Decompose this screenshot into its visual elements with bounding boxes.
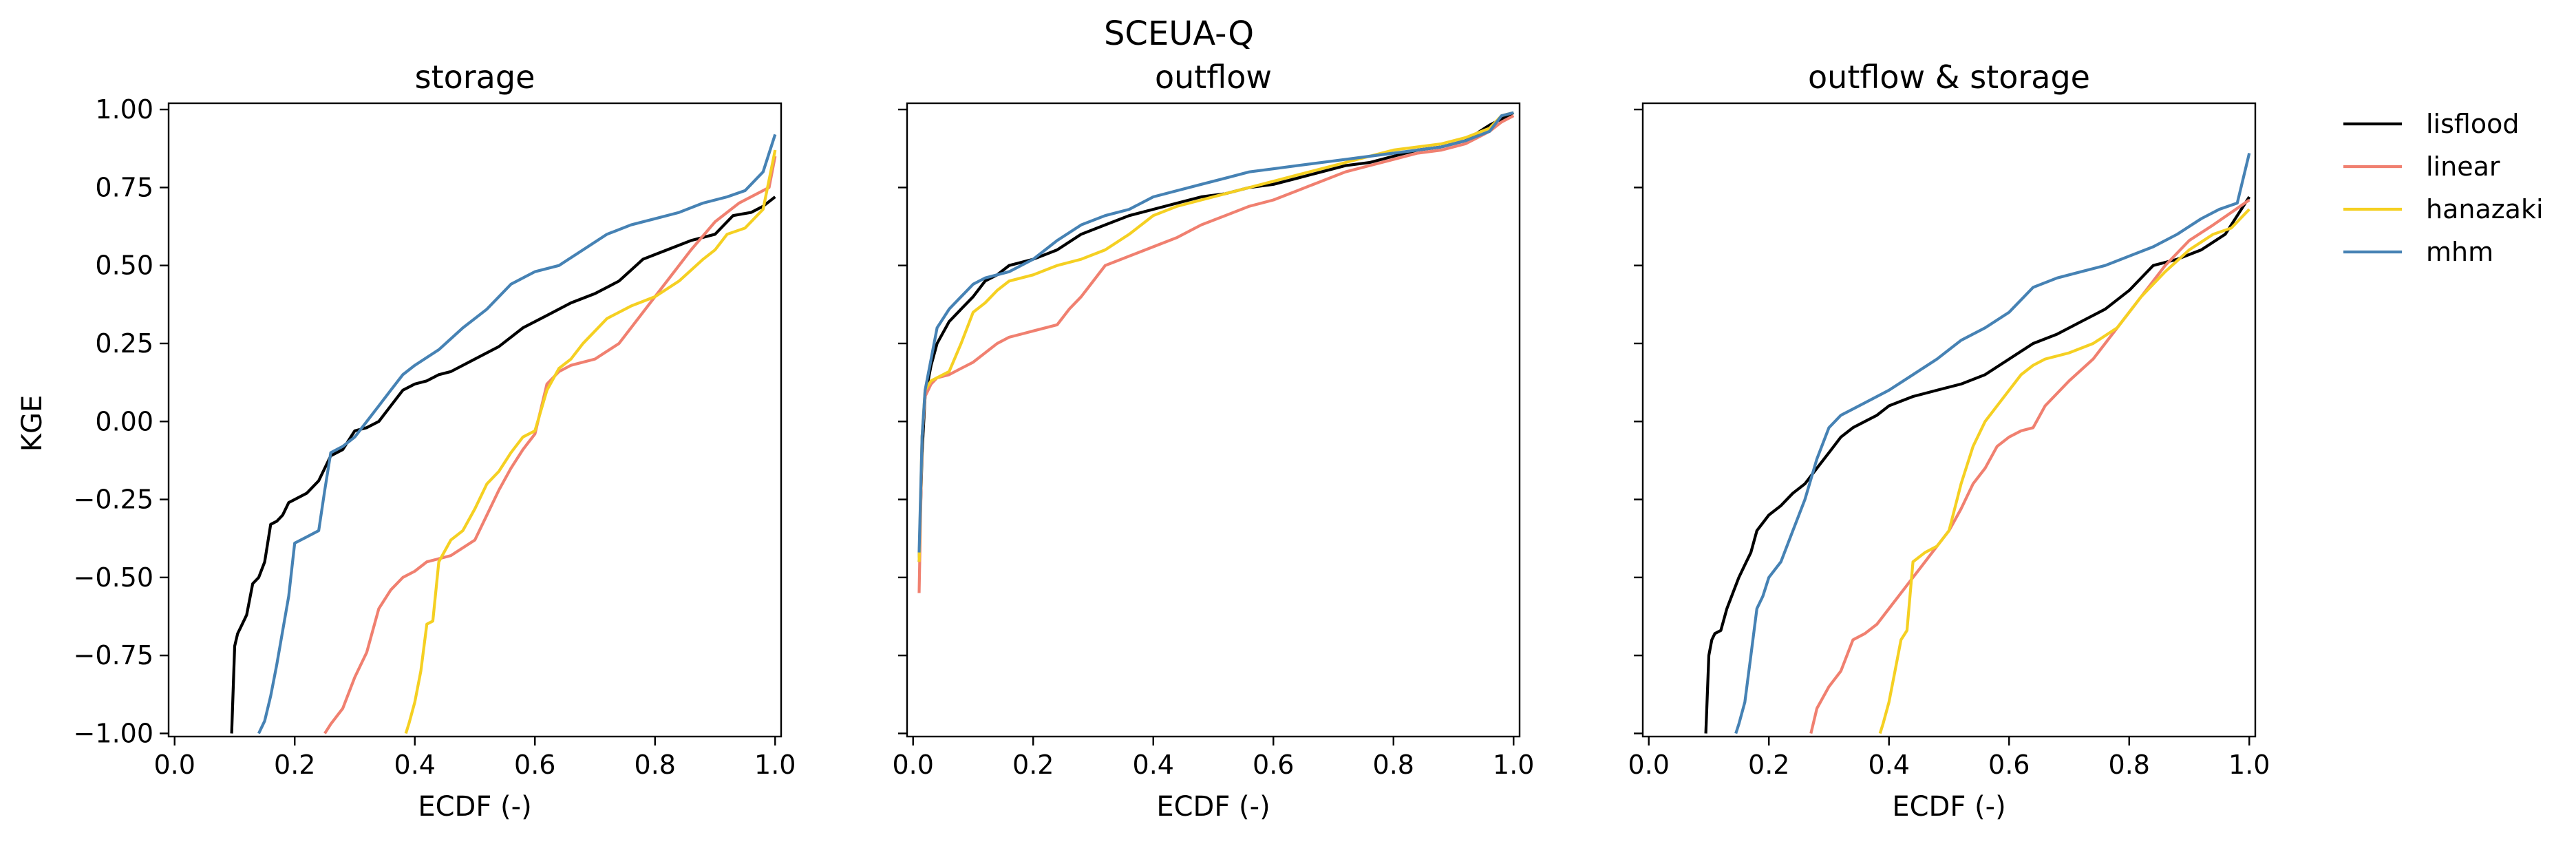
series-line-linear <box>323 156 777 734</box>
legend-label: linear <box>2426 151 2500 182</box>
series-lines <box>1704 153 2251 734</box>
subplot-title: outflow <box>1155 59 1272 96</box>
legend-label: mhm <box>2426 237 2493 267</box>
legend-item-hanazaki: hanazaki <box>2343 194 2544 224</box>
x-tick-label: 0.4 <box>394 750 436 780</box>
y-tick-label: 0.00 <box>95 406 153 436</box>
x-tick-label: 0.4 <box>1133 750 1174 780</box>
legend-item-linear: linear <box>2343 151 2500 182</box>
plot-frame <box>167 102 783 738</box>
series-line-lisflood <box>230 195 776 734</box>
x-axis-label: ECDF (-) <box>418 791 531 823</box>
legend-label: lisflood <box>2426 109 2519 139</box>
x-tick-label: 1.0 <box>2228 750 2270 780</box>
plot-frame <box>1641 102 2257 738</box>
x-tick-label: 1.0 <box>754 750 796 780</box>
legend-label: hanazaki <box>2426 194 2544 224</box>
series-line-hanazaki <box>1878 208 2250 734</box>
x-tick-label: 0.2 <box>1012 750 1054 780</box>
series-line-linear <box>1809 198 2250 734</box>
subplot-1: 0.0 0.2 0.4 0.6 0.8 1.0 −1.00 −0.75 −0.50 −0.25 0.… <box>74 59 796 823</box>
subplot-grid: 0.0 0.2 0.4 0.6 0.8 1.0 −1.00 −0.75 −0.50 −0.25 0.… <box>74 59 2270 823</box>
y-tick-label: 0.25 <box>95 328 153 359</box>
series-line-mhm <box>1734 153 2251 734</box>
subplot-2: 0.0 0.2 0.4 0.6 0.8 1.0 outflow ECDF (-) <box>893 59 1535 823</box>
x-tick-label: 1.0 <box>1493 750 1534 780</box>
subplot-title: storage <box>415 59 535 96</box>
figure-title: SCEUA-Q <box>1104 14 1254 53</box>
x-tick-label: 0.6 <box>514 750 555 780</box>
y-axis-label: KGE <box>17 395 48 452</box>
x-tick-label: 0.2 <box>1748 750 1789 780</box>
legend-item-lisflood: lisflood <box>2343 109 2519 139</box>
x-tick-label: 0.0 <box>1628 750 1670 780</box>
y-tick-label: −0.75 <box>74 640 153 670</box>
subplot-3: 0.0 0.2 0.4 0.6 0.8 1.0 outflow & storage ECDF … <box>1628 59 2270 823</box>
x-tick-label: 0.4 <box>1869 750 1910 780</box>
y-tick-label: 1.00 <box>95 94 153 125</box>
plot-frame <box>906 102 1521 738</box>
series-lines <box>917 111 1515 593</box>
series-line-lisflood <box>1704 195 2251 734</box>
series-lines <box>230 134 777 734</box>
x-tick-label: 0.6 <box>1988 750 2030 780</box>
x-axis-label: ECDF (-) <box>1156 791 1270 823</box>
x-tick-label: 0.0 <box>893 750 934 780</box>
legend-item-mhm: mhm <box>2343 237 2493 267</box>
x-tick-label: 0.2 <box>274 750 315 780</box>
y-tick-label: −0.50 <box>74 562 153 593</box>
x-tick-label: 0.6 <box>1253 750 1294 780</box>
series-line-hanazaki <box>404 149 777 734</box>
series-line-mhm <box>917 111 1514 553</box>
series-line-hanazaki <box>917 111 1514 562</box>
x-tick-label: 0.8 <box>2109 750 2150 780</box>
series-line-linear <box>917 114 1515 593</box>
x-tick-label: 0.8 <box>1373 750 1414 780</box>
y-tick-label: 0.50 <box>95 251 153 281</box>
x-tick-label: 0.0 <box>154 750 195 780</box>
x-axis-label: ECDF (-) <box>1892 791 2005 823</box>
series-line-mhm <box>257 134 777 734</box>
subplot-title: outflow & storage <box>1808 59 2090 96</box>
y-tick-label: 0.75 <box>95 172 153 202</box>
x-tick-label: 0.8 <box>635 750 676 780</box>
y-tick-label: −0.25 <box>74 485 153 515</box>
legend: lisflood linear hanazaki mhm <box>2343 109 2544 267</box>
y-tick-label: −1.00 <box>74 718 153 748</box>
